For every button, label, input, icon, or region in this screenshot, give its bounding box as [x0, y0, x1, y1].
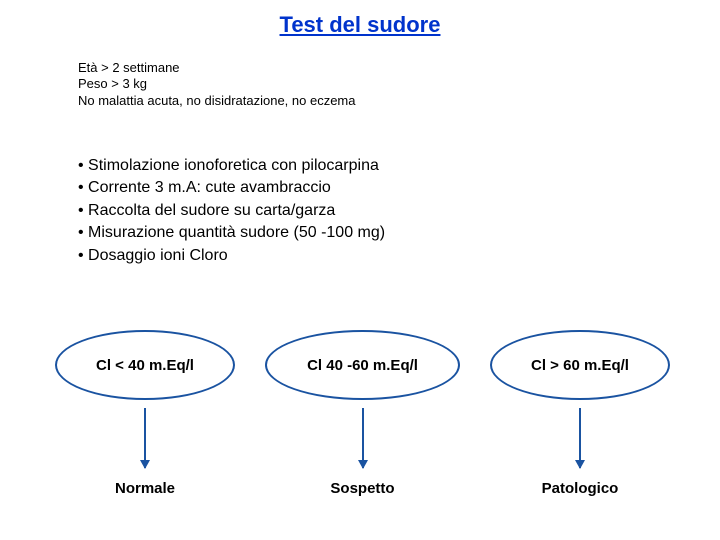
result-group-pathologic: Cl > 60 m.Eq/l Patologico: [490, 330, 670, 497]
criteria-line: No malattia acuta, no disidratazione, no…: [78, 93, 356, 109]
range-ellipse: Cl > 60 m.Eq/l: [490, 330, 670, 400]
bullet-item: • Dosaggio ioni Cloro: [78, 245, 385, 267]
result-label: Normale: [55, 480, 235, 497]
bullet-item: • Misurazione quantità sudore (50 -100 m…: [78, 222, 385, 244]
bullet-item: • Raccolta del sudore su carta/garza: [78, 200, 385, 222]
range-ellipse: Cl < 40 m.Eq/l: [55, 330, 235, 400]
range-text: Cl > 60 m.Eq/l: [531, 357, 629, 374]
result-group-normal: Cl < 40 m.Eq/l Normale: [55, 330, 235, 497]
page-title: Test del sudore: [0, 0, 720, 38]
arrow-down-icon: [579, 408, 581, 468]
arrow-down-icon: [144, 408, 146, 468]
bullet-list: • Stimolazione ionoforetica con pilocarp…: [78, 155, 385, 267]
result-label: Sospetto: [265, 480, 460, 497]
result-label: Patologico: [490, 480, 670, 497]
result-group-suspect: Cl 40 -60 m.Eq/l Sospetto: [265, 330, 460, 497]
range-ellipse: Cl 40 -60 m.Eq/l: [265, 330, 460, 400]
bullet-item: • Corrente 3 m.A: cute avambraccio: [78, 177, 385, 199]
bullet-item: • Stimolazione ionoforetica con pilocarp…: [78, 155, 385, 177]
arrow-down-icon: [362, 408, 364, 468]
range-text: Cl < 40 m.Eq/l: [96, 357, 194, 374]
criteria-block: Età > 2 settimane Peso > 3 kg No malatti…: [78, 60, 356, 109]
criteria-line: Età > 2 settimane: [78, 60, 356, 76]
range-text: Cl 40 -60 m.Eq/l: [307, 357, 418, 374]
criteria-line: Peso > 3 kg: [78, 76, 356, 92]
